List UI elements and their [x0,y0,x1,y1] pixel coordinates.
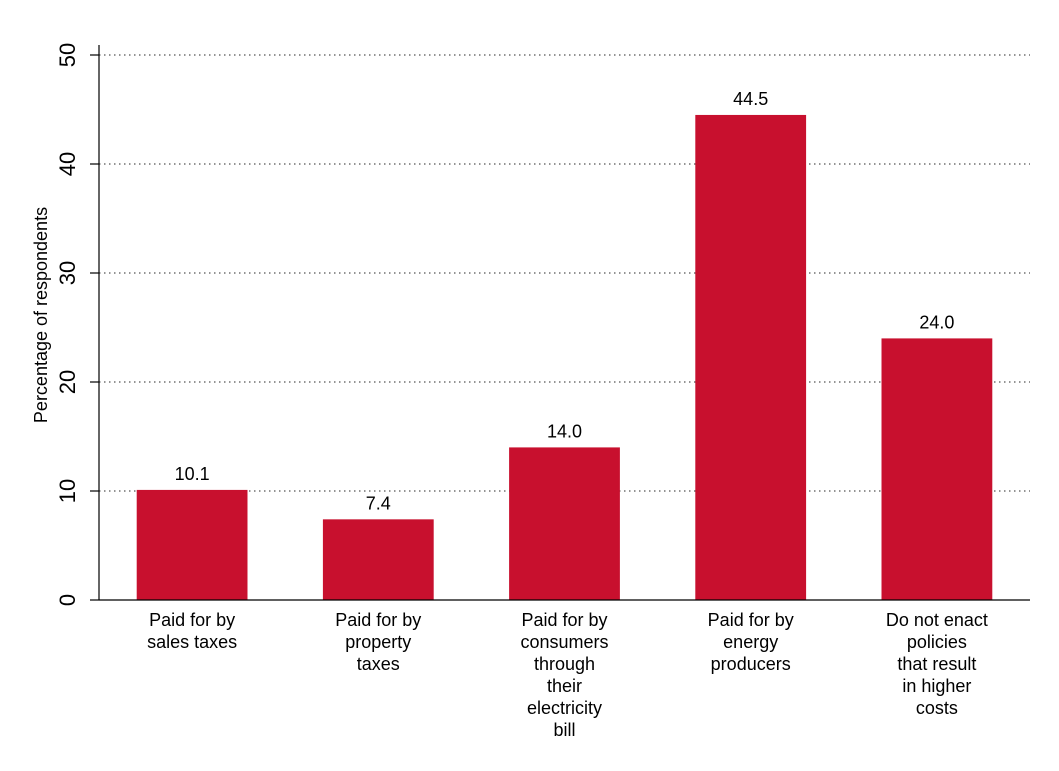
category-label-line: costs [916,698,958,718]
category-label-line: producers [711,654,791,674]
category-label-line: Do not enact [886,610,988,630]
bar-value-label-3: 14.0 [547,421,582,441]
bar-2 [322,519,434,600]
category-label-line: Paid for by [335,610,421,630]
category-label-line: bill [553,720,575,740]
y-tick-label-10: 10 [55,479,80,503]
y-tick-label-30: 30 [55,261,80,285]
y-tick-label-0: 0 [55,594,80,606]
category-label-3: Paid for by consumers through their electric… [520,610,608,740]
bar-5 [881,338,993,600]
category-label-line: Paid for by [521,610,607,630]
category-label-line: through [534,654,595,674]
y-axis-title: Percentage of respondents [31,207,51,423]
bar-value-label-5: 24.0 [919,312,954,332]
category-label-4: Paid for by energy producers [708,610,794,674]
category-label-1: Paid for by sales taxes [147,610,237,652]
y-tick-label-40: 40 [55,152,80,176]
category-label-line: energy [723,632,778,652]
category-label-line: sales taxes [147,632,237,652]
axes [90,45,1030,601]
category-label-line: consumers [520,632,608,652]
bar-value-label-2: 7.4 [366,493,391,513]
category-label-line: in higher [902,676,971,696]
category-label-line: policies [907,632,967,652]
category-label-line: that result [897,654,976,674]
category-label-line: Paid for by [149,610,235,630]
bar-value-label-1: 10.1 [175,464,210,484]
category-label-line: Paid for by [708,610,794,630]
category-label-line: property [345,632,411,652]
bar-1 [136,489,248,600]
category-label-2: Paid for by property taxes [335,610,421,674]
category-label-line: taxes [357,654,400,674]
category-label-line: electricity [527,698,602,718]
bars [136,114,993,600]
category-label-5: Do not enact policies that result in higher… [886,610,988,718]
y-tick-label-50: 50 [55,43,80,67]
category-label-line: their [547,676,582,696]
gridlines [99,54,1030,492]
y-tick-label-20: 20 [55,370,80,394]
bar-4 [695,114,807,600]
bar-value-label-4: 44.5 [733,89,768,109]
bar-3 [509,447,620,600]
